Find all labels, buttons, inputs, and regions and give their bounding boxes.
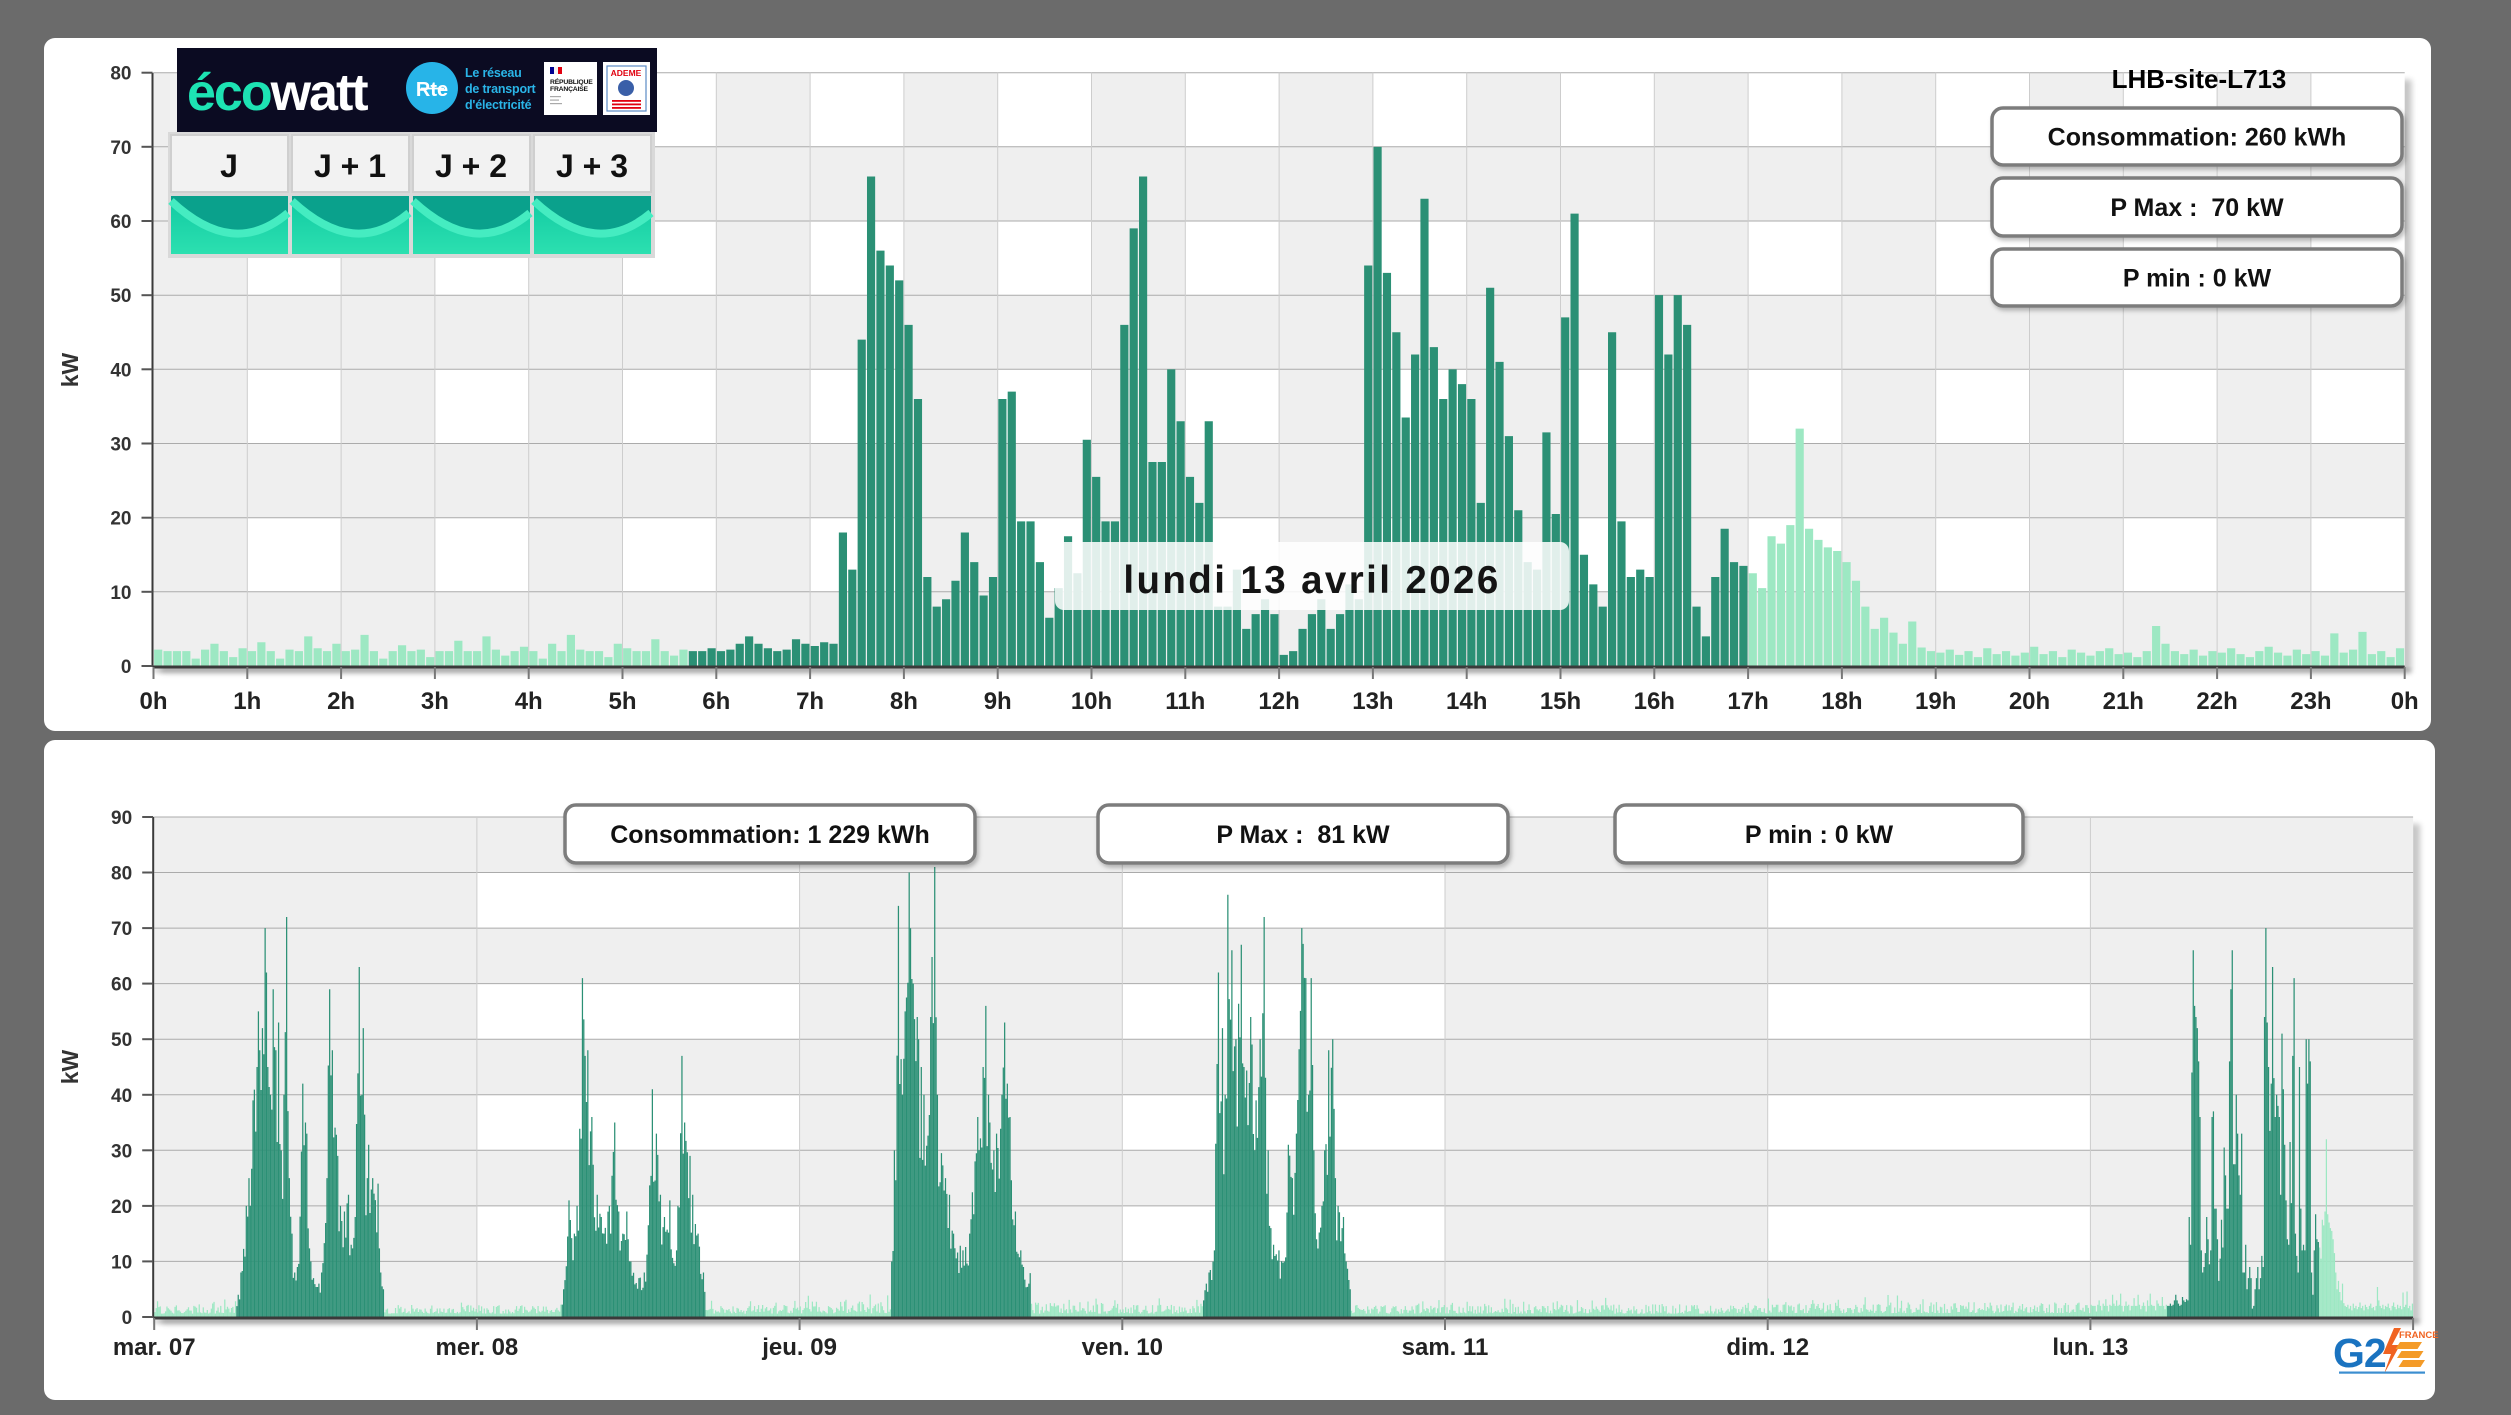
svg-text:J + 3: J + 3 — [556, 148, 628, 184]
svg-text:FRANÇAISE: FRANÇAISE — [550, 86, 589, 93]
svg-text:lun. 13: lun. 13 — [2052, 1334, 2128, 1361]
svg-text:P Max : 81 kW: P Max : 81 kW — [1216, 821, 1390, 849]
svg-text:20: 20 — [110, 509, 131, 530]
svg-text:30: 30 — [111, 1141, 132, 1162]
svg-text:sam. 11: sam. 11 — [1402, 1334, 1489, 1361]
svg-text:0h: 0h — [2391, 688, 2419, 715]
svg-text:8h: 8h — [890, 688, 918, 715]
svg-text:P min : 0 kW: P min : 0 kW — [1745, 821, 1894, 849]
svg-text:Consommation: 260 kWh: Consommation: 260 kWh — [2048, 124, 2347, 152]
svg-text:70: 70 — [111, 919, 132, 940]
svg-text:mer. 08: mer. 08 — [436, 1334, 519, 1361]
svg-text:G2: G2 — [2333, 1330, 2386, 1376]
svg-text:RÉPUBLIQUE: RÉPUBLIQUE — [550, 77, 593, 86]
svg-text:LHB-site-L713: LHB-site-L713 — [2112, 64, 2287, 94]
svg-text:90: 90 — [111, 808, 132, 829]
svg-text:40: 40 — [110, 360, 131, 381]
svg-text:0: 0 — [122, 1308, 133, 1329]
svg-text:80: 80 — [111, 864, 132, 885]
svg-text:20h: 20h — [2009, 688, 2050, 715]
svg-text:9h: 9h — [984, 688, 1012, 715]
svg-text:70: 70 — [110, 138, 131, 159]
svg-text:7h: 7h — [796, 688, 824, 715]
svg-text:kW: kW — [57, 1049, 83, 1084]
svg-text:0h: 0h — [139, 688, 167, 715]
svg-text:FRANCE: FRANCE — [2399, 1330, 2439, 1341]
svg-text:d'électricité: d'électricité — [465, 98, 532, 112]
svg-text:23h: 23h — [2290, 688, 2331, 715]
svg-text:Le réseau: Le réseau — [465, 66, 522, 80]
svg-text:J: J — [220, 148, 238, 184]
svg-text:80: 80 — [110, 64, 131, 85]
svg-text:40: 40 — [111, 1086, 132, 1107]
svg-text:18h: 18h — [1821, 688, 1862, 715]
svg-text:P Max : 70 kW: P Max : 70 kW — [2110, 194, 2284, 222]
svg-text:2h: 2h — [327, 688, 355, 715]
svg-text:ADEME: ADEME — [611, 68, 642, 78]
svg-text:lundi 13 avril 2026: lundi 13 avril 2026 — [1123, 559, 1500, 602]
svg-text:10: 10 — [110, 583, 131, 604]
svg-text:J + 2: J + 2 — [435, 148, 507, 184]
svg-text:60: 60 — [111, 975, 132, 996]
svg-text:60: 60 — [110, 212, 131, 233]
svg-text:mar. 07: mar. 07 — [113, 1334, 196, 1361]
svg-text:22h: 22h — [2196, 688, 2237, 715]
svg-text:1h: 1h — [233, 688, 261, 715]
svg-text:17h: 17h — [1727, 688, 1768, 715]
svg-text:19h: 19h — [1915, 688, 1956, 715]
svg-text:14h: 14h — [1446, 688, 1487, 715]
svg-text:20: 20 — [111, 1197, 132, 1218]
svg-text:5h: 5h — [608, 688, 636, 715]
svg-text:30: 30 — [110, 435, 131, 456]
svg-text:ven. 10: ven. 10 — [1082, 1334, 1163, 1361]
svg-text:4h: 4h — [515, 688, 543, 715]
svg-text:16h: 16h — [1634, 688, 1675, 715]
svg-text:kW: kW — [57, 352, 83, 387]
svg-text:13h: 13h — [1352, 688, 1393, 715]
svg-text:10: 10 — [111, 1252, 132, 1273]
svg-text:0: 0 — [121, 657, 132, 678]
svg-text:10h: 10h — [1071, 688, 1112, 715]
svg-text:Rte: Rte — [416, 79, 448, 101]
svg-text:3h: 3h — [421, 688, 449, 715]
svg-text:P min : 0 kW: P min : 0 kW — [2123, 265, 2272, 293]
svg-text:dim. 12: dim. 12 — [1726, 1334, 1809, 1361]
svg-text:15h: 15h — [1540, 688, 1581, 715]
svg-text:50: 50 — [110, 286, 131, 307]
svg-text:11h: 11h — [1165, 688, 1205, 715]
svg-text:Consommation: 1 229 kWh: Consommation: 1 229 kWh — [610, 821, 930, 849]
svg-text:50: 50 — [111, 1030, 132, 1051]
svg-text:J + 1: J + 1 — [314, 148, 386, 184]
svg-text:écowatt: écowatt — [187, 64, 368, 122]
svg-text:de transport: de transport — [465, 82, 537, 96]
svg-text:jeu. 09: jeu. 09 — [761, 1334, 837, 1361]
svg-text:12h: 12h — [1258, 688, 1299, 715]
svg-text:6h: 6h — [702, 688, 730, 715]
svg-text:21h: 21h — [2103, 688, 2144, 715]
